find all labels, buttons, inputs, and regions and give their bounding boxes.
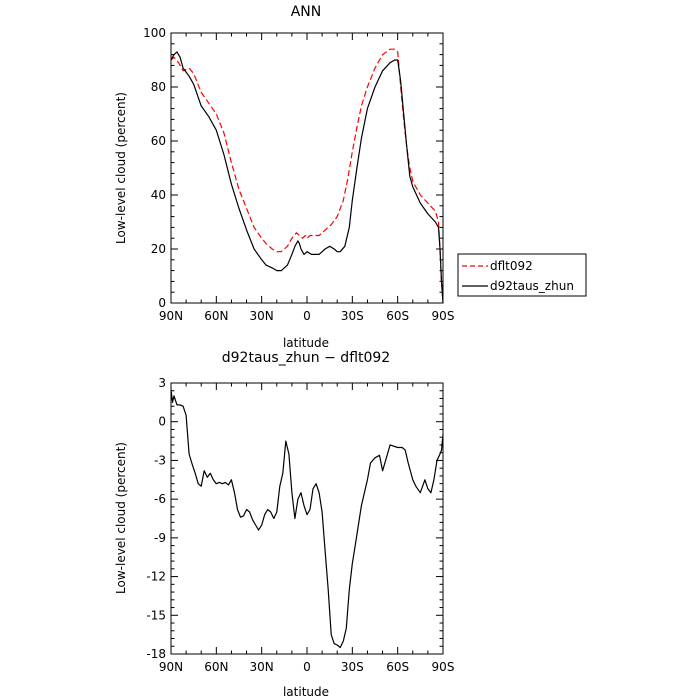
x-tick-label: 30N	[250, 309, 274, 323]
y-tick-label: -12	[146, 570, 166, 584]
y-tick-label: 20	[151, 242, 166, 256]
y-tick-label: 0	[158, 296, 166, 310]
y-tick-label: 100	[143, 26, 166, 40]
bottom-chart-ylabel: Low-level cloud (percent)	[114, 442, 128, 594]
x-tick-label: 90S	[432, 660, 455, 674]
y-tick-label: 80	[151, 80, 166, 94]
y-tick-label: 40	[151, 188, 166, 202]
legend-label-dflt092: dflt092	[490, 259, 533, 273]
y-tick-label: -15	[146, 608, 166, 622]
y-tick-label: 3	[158, 376, 166, 390]
legend-box	[457, 253, 587, 297]
series-line-d92taus-zhun	[170, 51, 444, 304]
legend-label-d92taus-zhun: d92taus_zhun	[490, 279, 574, 293]
x-tick-label: 0	[303, 660, 311, 674]
x-tick-label: 0	[303, 309, 311, 323]
bottom-chart-panel: d92taus_zhun − dflt092 Low-level cloud (…	[114, 350, 454, 699]
y-tick-label: -18	[146, 647, 166, 661]
x-tick-label: 30S	[341, 309, 364, 323]
y-tick-label: 0	[158, 415, 166, 429]
x-tick-label: 90S	[432, 309, 455, 323]
y-tick-label: -6	[154, 492, 166, 506]
series-line-dflt092	[170, 48, 444, 304]
plot-frame	[170, 382, 444, 655]
x-tick-label: 60S	[386, 309, 409, 323]
top-chart-ylabel: Low-level cloud (percent)	[114, 92, 128, 244]
x-tick-label: 60N	[204, 660, 228, 674]
y-tick-label: -9	[154, 531, 166, 545]
top-chart-panel: ANN Low-level cloud (percent) latitude d…	[114, 4, 587, 350]
x-tick-label: 30S	[341, 660, 364, 674]
y-tick-label: -3	[154, 453, 166, 467]
plot-frame	[170, 32, 444, 304]
series-line-diff-0	[170, 389, 444, 649]
bottom-chart-title: d92taus_zhun − dflt092	[222, 350, 390, 366]
y-tick-label: 60	[151, 134, 166, 148]
x-tick-label: 30N	[250, 660, 274, 674]
x-tick-label: 60S	[386, 660, 409, 674]
top-chart-xlabel: latitude	[283, 336, 329, 350]
top-chart-legend: dflt092 d92taus_zhun	[457, 253, 587, 297]
top-chart-title: ANN	[291, 4, 322, 20]
x-tick-label: 60N	[204, 309, 228, 323]
x-tick-label: 90N	[159, 660, 183, 674]
x-tick-label: 90N	[159, 309, 183, 323]
bottom-chart-xlabel: latitude	[283, 685, 329, 699]
